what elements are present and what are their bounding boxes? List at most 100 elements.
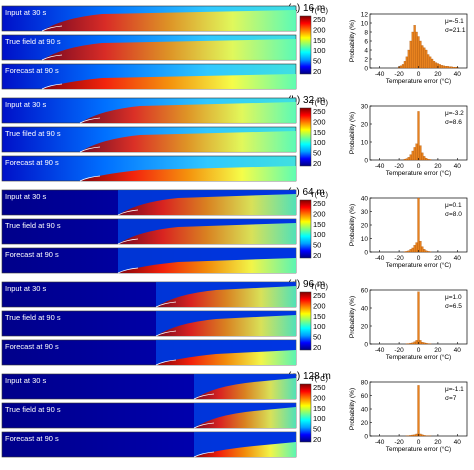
- colorbar-tick: 100: [313, 46, 326, 55]
- histogram-bar: [403, 61, 407, 69]
- histogram-bar: [423, 156, 426, 161]
- stat-label: σ=8.0: [445, 211, 462, 218]
- y-tick-label: 30: [361, 104, 369, 111]
- y-tick-label: 12: [361, 12, 369, 19]
- plume: [194, 442, 296, 457]
- x-axis-label: Temperature error (°C): [386, 169, 451, 177]
- x-tick-label: 20: [434, 71, 442, 78]
- stat-label: μ=0.1: [445, 202, 462, 209]
- field-label: True field at 90 s: [5, 221, 61, 230]
- histogram-bar: [405, 251, 408, 253]
- histogram-bar: [430, 58, 434, 69]
- field-label: True field at 90 s: [5, 313, 61, 322]
- colorbar-tick: 200: [313, 301, 326, 310]
- x-axis-label: Temperature error (°C): [386, 445, 451, 453]
- plume: [118, 223, 296, 244]
- x-tick-label: 20: [434, 163, 442, 170]
- field-image: True filed at 90 s: [1, 126, 297, 153]
- y-tick-label: 60: [361, 288, 369, 295]
- x-axis-label: Temperature error (°C): [386, 261, 451, 269]
- histogram-bar: [415, 143, 418, 161]
- field-image: Input at 30 s: [1, 97, 297, 124]
- y-axis-label: Probability (%): [349, 296, 356, 338]
- field-image: Forecast at 90 s: [1, 431, 297, 458]
- stat-label: μ=-1.1: [445, 386, 464, 393]
- histogram-bar: [411, 247, 414, 253]
- x-tick-label: -20: [394, 439, 404, 446]
- histogram-bar: [411, 150, 414, 161]
- y-tick-label: 40: [361, 306, 369, 313]
- histogram-bar: [425, 250, 428, 253]
- y-tick-label: 10: [361, 140, 369, 147]
- y-tick-label: 80: [361, 380, 369, 387]
- colorbar-title: T(°C): [310, 6, 328, 15]
- stat-label: σ=21.1: [445, 27, 466, 34]
- colorbar-tick: 20: [313, 251, 321, 260]
- x-tick-label: 0: [417, 163, 421, 170]
- colorbar-tick: 150: [313, 312, 326, 321]
- histogram-bar: [421, 434, 424, 437]
- x-tick-label: -20: [394, 347, 404, 354]
- histogram-bar: [411, 31, 414, 69]
- obstacle-outline: [117, 267, 139, 274]
- histogram-bar: [427, 251, 430, 253]
- histogram-bar: [401, 64, 405, 69]
- panels: (a) 16 m Input at 30 s True field at 90 s F…: [1, 3, 468, 458]
- panel: (d) 96 m Input at 30 s True field at 90 s F…: [1, 279, 468, 366]
- colorbar-tick: 250: [313, 199, 326, 208]
- colorbar-title: T(°C): [310, 282, 328, 291]
- y-tick-label: 0: [364, 342, 368, 349]
- field-label: Input at 30 s: [5, 100, 47, 109]
- colorbar-tick: 50: [313, 149, 321, 158]
- histogram-bar: [423, 249, 426, 253]
- histogram-bar: [407, 157, 410, 161]
- x-tick-label: -40: [375, 347, 385, 354]
- y-axis-label: Probability (%): [349, 20, 356, 62]
- field-label: Forecast at 90 s: [5, 250, 59, 259]
- x-tick-label: 40: [454, 439, 462, 446]
- plume: [156, 350, 296, 365]
- colorbar-tick: 200: [313, 209, 326, 218]
- obstacle-outline: [193, 422, 215, 429]
- x-tick-label: 0: [417, 71, 421, 78]
- y-tick-label: 10: [361, 236, 369, 243]
- histogram-bar: [434, 62, 438, 69]
- histogram-bar: [403, 158, 407, 161]
- histogram-bar: [413, 245, 416, 253]
- panel: (a) 16 m Input at 30 s True field at 90 s F…: [1, 3, 468, 90]
- colorbar-tick: 50: [313, 241, 321, 250]
- plume: [80, 166, 296, 181]
- histogram-bar: [409, 342, 412, 345]
- x-tick-label: 40: [454, 163, 462, 170]
- colorbar-scale: [299, 15, 312, 75]
- plume: [42, 74, 296, 89]
- y-tick-label: 40: [361, 196, 369, 203]
- histogram-bar: [429, 56, 432, 69]
- histogram-bar: [415, 242, 418, 253]
- colorbar-tick: 50: [313, 57, 321, 66]
- histogram-bar: [423, 435, 426, 437]
- x-tick-label: -40: [375, 71, 385, 78]
- colorbar-tick: 200: [313, 117, 326, 126]
- histogram-bar: [415, 31, 418, 69]
- obstacle-outline: [193, 393, 215, 400]
- y-tick-label: 20: [361, 122, 369, 129]
- plume: [118, 194, 296, 215]
- histogram-bar: [419, 40, 422, 69]
- x-tick-label: 20: [434, 347, 442, 354]
- histogram-bar: [448, 66, 451, 69]
- field-image: Input at 30 s: [1, 5, 297, 32]
- colorbar-tick: 100: [313, 414, 326, 423]
- field-image: Input at 30 s: [1, 189, 297, 216]
- histogram-bar: [415, 433, 418, 437]
- histogram-bar: [440, 65, 443, 69]
- y-tick-label: 2: [364, 57, 368, 64]
- colorbar-tick: 100: [313, 230, 326, 239]
- histogram-bar: [409, 40, 412, 69]
- y-tick-label: 60: [361, 393, 369, 400]
- histogram-bar: [419, 340, 422, 345]
- y-tick-label: 0: [364, 250, 368, 257]
